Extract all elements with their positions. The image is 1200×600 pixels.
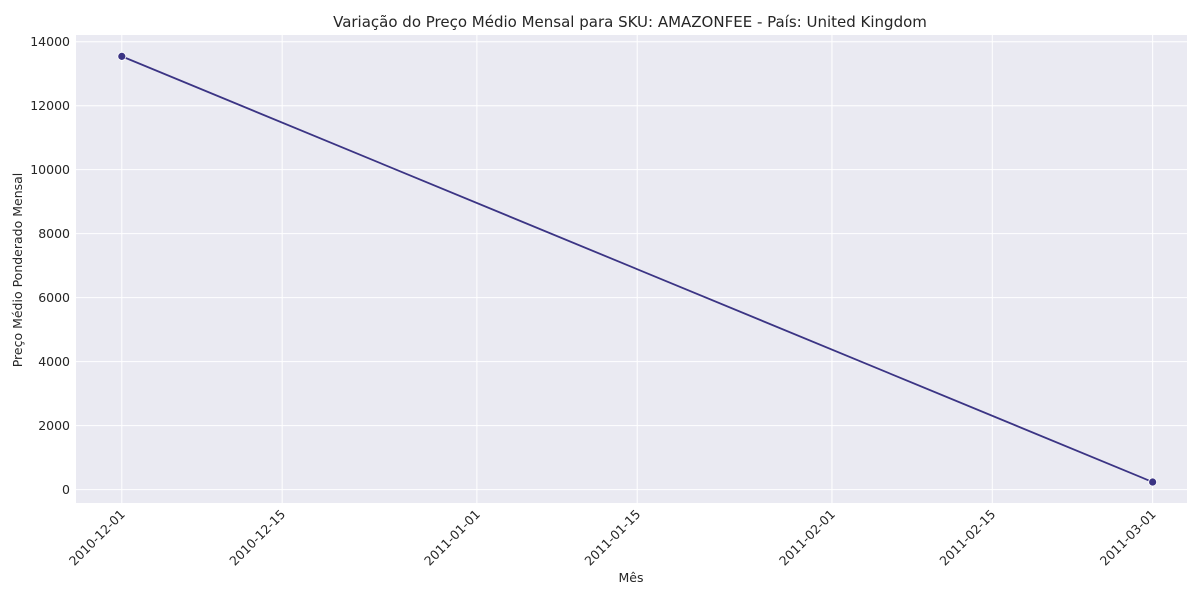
x-tick-label: 2010-12-15 <box>226 507 288 569</box>
y-gridlines <box>76 41 1187 491</box>
y-tick-label: 14000 <box>30 34 70 49</box>
y-axis-label: Preço Médio Ponderado Mensal <box>10 173 25 368</box>
x-tick-label: 2011-03-01 <box>1097 507 1159 569</box>
y-tick-labels: 0 2000 4000 6000 8000 10000 12000 14000 <box>30 34 70 497</box>
y-tick-label: 2000 <box>38 418 70 433</box>
y-tick-label: 4000 <box>38 354 70 369</box>
chart-title: Variação do Preço Médio Mensal para SKU:… <box>333 13 927 31</box>
series-group <box>117 51 1158 487</box>
data-point <box>117 51 127 61</box>
x-gridlines <box>121 35 1154 503</box>
x-axis-label: Mês <box>619 570 644 585</box>
y-tick-label: 0 <box>62 482 70 497</box>
x-tick-label: 2011-02-01 <box>776 507 838 569</box>
series-line <box>121 55 1153 483</box>
x-tick-label: 2010-12-01 <box>66 507 128 569</box>
y-tick-label: 6000 <box>38 290 70 305</box>
x-tick-label: 2011-02-15 <box>936 507 998 569</box>
x-tick-label: 2011-01-01 <box>421 507 483 569</box>
x-tick-label: 2011-01-15 <box>581 507 643 569</box>
data-point <box>1148 477 1158 487</box>
y-tick-label: 8000 <box>38 226 70 241</box>
y-tick-label: 10000 <box>30 162 70 177</box>
y-tick-label: 12000 <box>30 98 70 113</box>
x-tick-labels: 2010-12-01 2010-12-15 2011-01-01 2011-01-15… <box>66 507 1159 569</box>
